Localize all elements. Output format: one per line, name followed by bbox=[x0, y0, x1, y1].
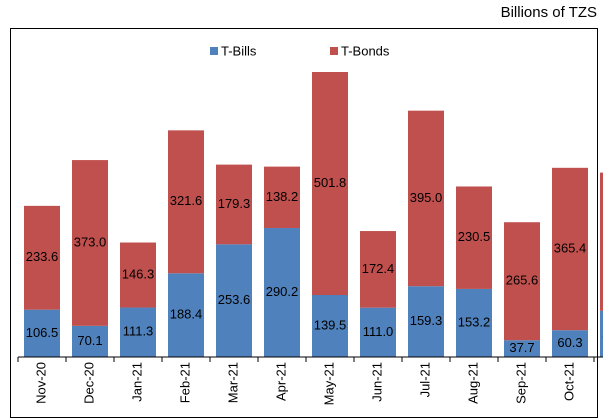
value-label: 138.2 bbox=[266, 189, 299, 204]
x-tick-label: Oct-21 bbox=[561, 362, 576, 401]
legend-swatch bbox=[210, 47, 218, 55]
bar-segment bbox=[456, 288, 492, 357]
value-label: 365.4 bbox=[554, 240, 587, 255]
bar-segment bbox=[264, 228, 300, 357]
value-label: 501.8 bbox=[314, 175, 347, 190]
bar-segment bbox=[600, 172, 603, 311]
value-label: 188.4 bbox=[170, 307, 203, 322]
x-tick-label: Jun-21 bbox=[369, 362, 384, 402]
bar-segment bbox=[360, 231, 396, 308]
bar-segment bbox=[600, 310, 603, 357]
value-label: 111.0 bbox=[363, 324, 394, 339]
value-label: 159.3 bbox=[410, 313, 443, 328]
value-label: 290.2 bbox=[266, 284, 299, 299]
x-tick-label: Jan-21 bbox=[129, 362, 144, 402]
x-tick-label: Aug-21 bbox=[465, 362, 480, 404]
value-label: 172.4 bbox=[362, 261, 395, 276]
bar-segment bbox=[120, 242, 156, 308]
bar-segment bbox=[24, 309, 60, 357]
bar-segment bbox=[408, 110, 444, 287]
bar-segment bbox=[216, 164, 252, 245]
value-label: 153.2 bbox=[458, 314, 491, 329]
x-tick-label: Feb-21 bbox=[177, 362, 192, 403]
value-label: 37.7 bbox=[509, 340, 534, 355]
bar-segment bbox=[552, 167, 588, 331]
value-label: 395.0 bbox=[410, 190, 443, 205]
value-label: 111.3 bbox=[123, 324, 154, 339]
value-label: 321.6 bbox=[170, 193, 203, 208]
bar-segment bbox=[216, 244, 252, 357]
x-tick-label: Jul-21 bbox=[417, 362, 432, 397]
value-label: 60.3 bbox=[557, 335, 582, 350]
x-tick-label: Apr-21 bbox=[273, 362, 288, 401]
bar-segment bbox=[24, 205, 60, 310]
bar-segment bbox=[120, 307, 156, 357]
value-label: 103.8 bbox=[602, 325, 603, 340]
value-label: 233.6 bbox=[26, 249, 59, 264]
bar-segment bbox=[504, 340, 540, 357]
bar-segment bbox=[312, 295, 348, 357]
value-label: 230.5 bbox=[458, 229, 491, 244]
bar-segment bbox=[408, 286, 444, 357]
bar-segment bbox=[312, 72, 348, 296]
value-label: 179.3 bbox=[218, 196, 251, 211]
bar-segment bbox=[168, 273, 204, 357]
bar-segment bbox=[456, 186, 492, 289]
bar-segment bbox=[504, 222, 540, 341]
bar-segment bbox=[360, 307, 396, 357]
x-tick-label: Sep-21 bbox=[513, 362, 528, 404]
unit-label: Billions of TZS bbox=[501, 4, 597, 21]
bar-segment bbox=[72, 160, 108, 326]
x-tick-label: May-21 bbox=[321, 362, 336, 405]
value-label: 253.6 bbox=[218, 292, 251, 307]
value-label: 373.0 bbox=[74, 234, 107, 249]
value-label: 265.6 bbox=[506, 273, 539, 288]
bar-segment bbox=[72, 325, 108, 357]
legend-swatch bbox=[330, 47, 338, 55]
value-label: 70.1 bbox=[77, 333, 102, 348]
x-tick-label: Dec-20 bbox=[81, 362, 96, 404]
bar-segment bbox=[552, 330, 588, 357]
value-label: 139.5 bbox=[314, 317, 347, 332]
value-label: 106.5 bbox=[26, 325, 59, 340]
value-label: 146.3 bbox=[122, 266, 155, 281]
bar-segment bbox=[264, 166, 300, 229]
legend-label: T-Bills bbox=[221, 43, 257, 58]
x-tick-label: Nov-20 bbox=[33, 362, 48, 404]
bar-segment bbox=[168, 130, 204, 274]
legend-label: T-Bonds bbox=[341, 43, 390, 58]
x-tick-label: Mar-21 bbox=[225, 362, 240, 403]
